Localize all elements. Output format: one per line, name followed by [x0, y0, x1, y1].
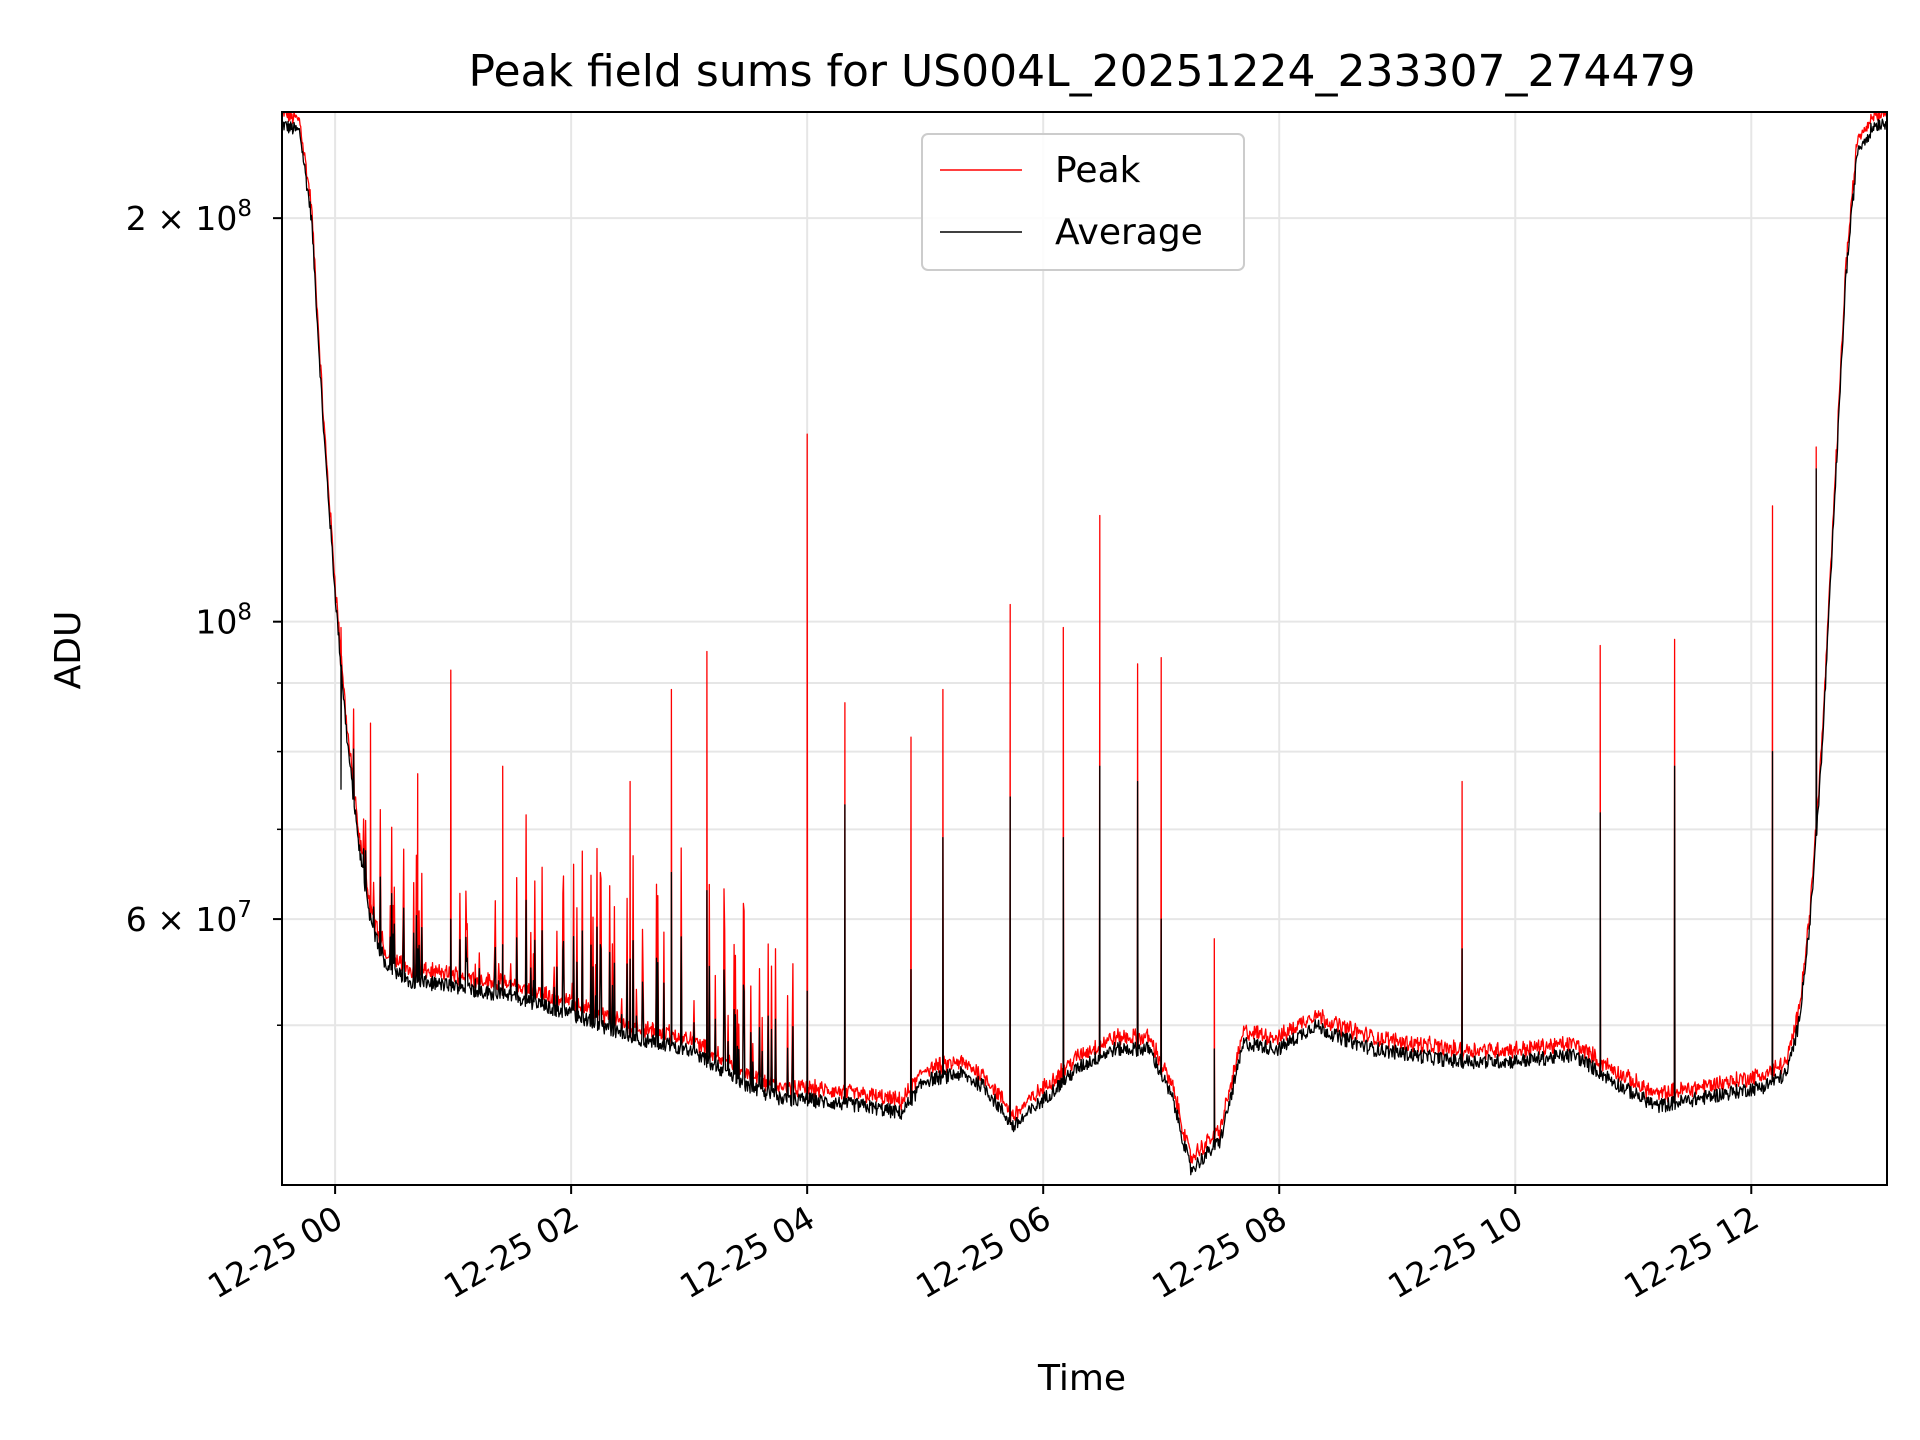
- plot-area: [282, 112, 1887, 1176]
- plot-frame: [281, 111, 1888, 1186]
- y-tick-base: 2 × 10: [126, 199, 238, 238]
- legend: Peak Average: [921, 133, 1245, 271]
- legend-peak-label: Peak: [1055, 150, 1141, 191]
- y-tick-label: 6 × 107: [126, 897, 252, 939]
- chart-title: Peak field sums for US004L_20251224_2333…: [469, 46, 1696, 97]
- legend-box: [921, 133, 1245, 271]
- y-tick-exponent: 8: [237, 600, 252, 626]
- peak-series-line: [282, 112, 1887, 1164]
- legend-average-label: Average: [1055, 212, 1203, 253]
- y-axis-label: ADU: [48, 611, 89, 690]
- x-axis-label: Time: [1037, 1358, 1126, 1399]
- y-tick-label: 2 × 108: [126, 196, 252, 238]
- y-tick-exponent: 7: [237, 897, 252, 923]
- y-tick-base: 6 × 10: [126, 900, 238, 939]
- y-tick-exponent: 8: [237, 196, 252, 222]
- y-tick-base: 10: [195, 603, 237, 642]
- average-series-line: [282, 118, 1887, 1176]
- y-tick-label: 108: [195, 600, 252, 642]
